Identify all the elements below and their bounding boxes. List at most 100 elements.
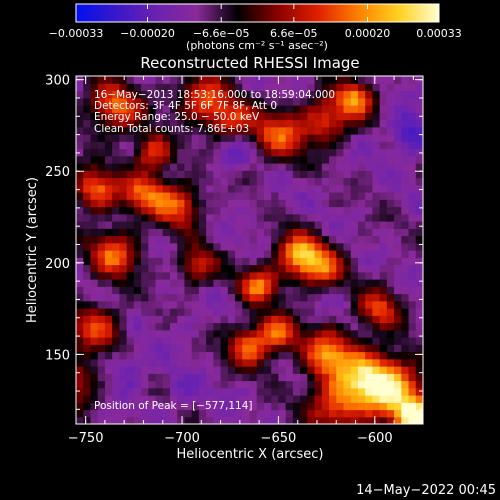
heatmap-cell xyxy=(206,337,214,345)
heatmap-cell xyxy=(169,192,178,200)
heatmap-cell xyxy=(177,235,186,244)
heatmap-cell xyxy=(271,184,280,193)
heatmap-cell xyxy=(408,279,417,287)
heatmap-cell xyxy=(285,206,294,215)
heatmap-cell xyxy=(97,344,106,353)
heatmap-cell xyxy=(104,141,113,150)
heatmap-cell xyxy=(227,409,236,418)
heatmap-cell xyxy=(112,184,120,193)
heatmap-cell xyxy=(263,170,272,179)
heatmap-cell xyxy=(242,308,251,316)
heatmap-cell xyxy=(415,300,423,309)
heatmap-cell xyxy=(220,279,229,287)
heatmap-cell xyxy=(350,373,359,382)
heatmap-cell xyxy=(133,235,142,244)
heatmap-cell xyxy=(155,373,164,382)
colorbar-tick-label-3: 6.6e−05 xyxy=(270,27,317,40)
heatmap-cell xyxy=(141,206,149,215)
heatmap-cell xyxy=(133,351,142,360)
heatmap-cell xyxy=(220,286,229,295)
heatmap-cell xyxy=(336,235,345,244)
heatmap-cell xyxy=(256,271,265,280)
heatmap-cell xyxy=(119,337,128,345)
heatmap-cell xyxy=(379,112,388,121)
heatmap-cell xyxy=(357,387,366,396)
heatmap-cell xyxy=(336,373,345,382)
heatmap-cell xyxy=(177,308,186,316)
heatmap-cell xyxy=(104,358,113,367)
heatmap-cell xyxy=(321,286,330,295)
heatmap-cell xyxy=(169,286,178,295)
heatmap-cell xyxy=(133,105,142,113)
heatmap-cell xyxy=(97,286,106,295)
heatmap-cell xyxy=(314,141,323,150)
heatmap-cell xyxy=(307,351,316,360)
heatmap-cell xyxy=(343,105,352,113)
heatmap-cell xyxy=(119,105,128,113)
heatmap-cell xyxy=(321,134,330,142)
heatmap-cell xyxy=(292,105,301,113)
heatmap-cell xyxy=(104,148,113,157)
heatmap-cell xyxy=(242,177,251,186)
heatmap-cell xyxy=(90,286,99,295)
heatmap-cell xyxy=(126,192,135,200)
heatmap-cell xyxy=(300,286,308,295)
heatmap-cell xyxy=(263,221,272,229)
heatmap-cell xyxy=(76,242,84,251)
heatmap-cell xyxy=(329,199,337,208)
heatmap-cell xyxy=(119,358,128,367)
heatmap-cell xyxy=(220,170,229,179)
heatmap-cell xyxy=(379,322,388,331)
heatmap-cell xyxy=(307,221,316,229)
heatmap-cell xyxy=(227,242,236,251)
heatmap-cell xyxy=(321,83,330,92)
heatmap-cell xyxy=(401,90,410,99)
heatmap-cell xyxy=(321,264,330,273)
heatmap-cell xyxy=(155,97,164,106)
heatmap-cell xyxy=(191,286,200,295)
heatmap-cell xyxy=(394,395,402,403)
heatmap-cell xyxy=(104,170,113,179)
heatmap-cell xyxy=(198,155,207,164)
heatmap-cell xyxy=(220,322,229,331)
heatmap-cell xyxy=(285,286,294,295)
heatmap-cell xyxy=(401,373,410,382)
heatmap-cell xyxy=(314,344,323,353)
heatmap-cell xyxy=(198,416,207,424)
heatmap-cell xyxy=(263,148,272,157)
heatmap-cell xyxy=(162,293,171,302)
heatmap-cell xyxy=(365,83,373,92)
heatmap-cell xyxy=(386,293,395,302)
heatmap-cell xyxy=(227,184,236,193)
heatmap-cell xyxy=(343,366,352,374)
heatmap-cell xyxy=(256,134,265,142)
heatmap-cell xyxy=(314,126,323,135)
heatmap-cell xyxy=(112,134,120,142)
heatmap-cell xyxy=(177,126,186,135)
heatmap-cell xyxy=(155,366,164,374)
heatmap-cell xyxy=(329,337,337,345)
heatmap-cell xyxy=(133,148,142,157)
heatmap-cell xyxy=(307,308,316,316)
heatmap-cell xyxy=(314,192,323,200)
heatmap-cell xyxy=(235,242,243,251)
heatmap-cell xyxy=(408,250,417,258)
heatmap-cell xyxy=(104,264,113,273)
heatmap-cell xyxy=(300,264,308,273)
heatmap-cell xyxy=(169,141,178,150)
heatmap-cell xyxy=(307,112,316,121)
heatmap-cell xyxy=(271,134,280,142)
heatmap-cell xyxy=(401,221,410,229)
heatmap-cell xyxy=(321,300,330,309)
heatmap-cell xyxy=(155,228,164,237)
heatmap-cell xyxy=(249,97,258,106)
heatmap-cell xyxy=(379,387,388,396)
heatmap-cell xyxy=(220,235,229,244)
heatmap-cell xyxy=(141,97,149,106)
heatmap-cell xyxy=(292,163,301,171)
heatmap-cell xyxy=(256,358,265,367)
heatmap-cell xyxy=(386,315,395,324)
heatmap-cell xyxy=(249,206,258,215)
heatmap-cell xyxy=(285,416,294,424)
heatmap-cell xyxy=(372,395,381,403)
